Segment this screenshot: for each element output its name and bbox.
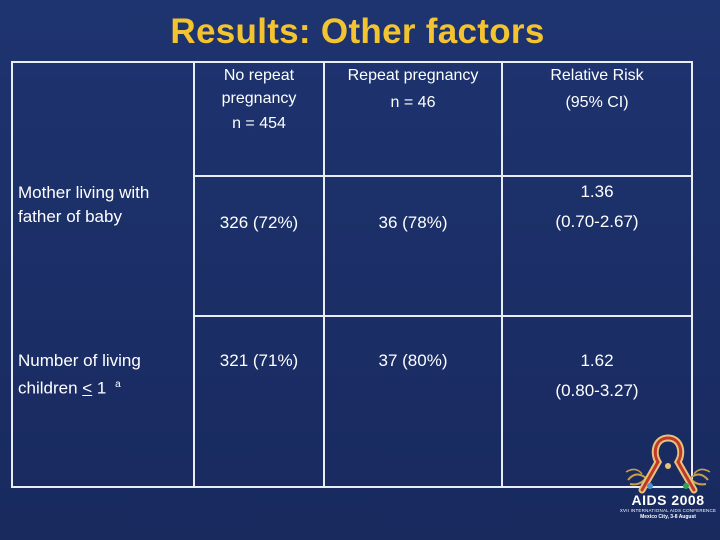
cell-children-no-repeat: 321 (71%) (219, 351, 299, 370)
logo-subtitle: XVII INTERNATIONAL AIDS CONFERENCE (619, 508, 717, 513)
conference-logo-text: AIDS 2008 XVII INTERNATIONAL AIDS CONFER… (618, 492, 718, 521)
table-top-border (11, 61, 693, 63)
logo-place: Mexico City, 3-8 August (640, 514, 696, 520)
row-label-children-prefix: children (18, 378, 83, 398)
table-bottom-border (11, 486, 693, 488)
cell-mother-rr-ci: (0.70-2.67) (555, 212, 639, 231)
row-label-number-children: Number of living children < 1 a (18, 349, 193, 401)
cell-mother-repeat: 36 (78%) (378, 213, 448, 232)
cell-mother-no-repeat: 326 (72%) (219, 213, 299, 232)
row-label-children-suffix: 1 (92, 378, 107, 398)
cell-children-rr-value: 1.62 (580, 351, 614, 370)
header-no-repeat-line2: pregnancy (221, 90, 297, 107)
cell-children-relative-risk: 1.62 (0.80-3.27) (503, 348, 691, 404)
row-label-number-children-line1: Number of living (18, 351, 141, 370)
table-header-divider (195, 175, 693, 177)
table-column-divider-2 (323, 61, 325, 488)
table-left-border (11, 61, 13, 488)
aids-ribbon-logo-icon (625, 434, 711, 494)
row-label-mother-living: Mother living with father of baby (18, 181, 193, 229)
header-relative-risk-line2: (95% CI) (565, 94, 629, 111)
row-label-number-children-line2: children < 1 a (18, 373, 193, 401)
table-column-divider-3 (501, 61, 503, 488)
logo-title: AIDS 2008 (631, 492, 705, 508)
row-label-mother-living-line2: father of baby (18, 207, 122, 226)
cell-children-repeat: 37 (80%) (378, 351, 448, 370)
header-relative-risk: Relative Risk (95% CI) (503, 64, 691, 114)
header-no-repeat: No repeat pregnancy n = 454 (195, 64, 323, 135)
cell-children-rr-ci: (0.80-3.27) (555, 381, 639, 400)
cell-mother-rr-value: 1.36 (580, 182, 614, 201)
row-label-mother-living-line1: Mother living with (18, 183, 150, 202)
header-no-repeat-line1: No repeat (223, 67, 295, 84)
header-repeat-line2: n = 46 (390, 94, 436, 111)
cell-mother-relative-risk: 1.36 (0.70-2.67) (503, 179, 691, 235)
table-column-divider-1 (193, 61, 195, 488)
row-label-footnote-marker: a (115, 379, 121, 390)
header-relative-risk-line1: Relative Risk (550, 67, 644, 84)
slide-title: Results: Other factors (170, 12, 545, 51)
header-no-repeat-line3: n = 454 (232, 115, 286, 132)
table-right-border (691, 61, 693, 488)
header-repeat-line1: Repeat pregnancy (347, 67, 479, 84)
table-row-divider (195, 315, 693, 317)
header-repeat: Repeat pregnancy n = 46 (325, 64, 501, 114)
row-label-less-equal-symbol: < (82, 378, 93, 398)
